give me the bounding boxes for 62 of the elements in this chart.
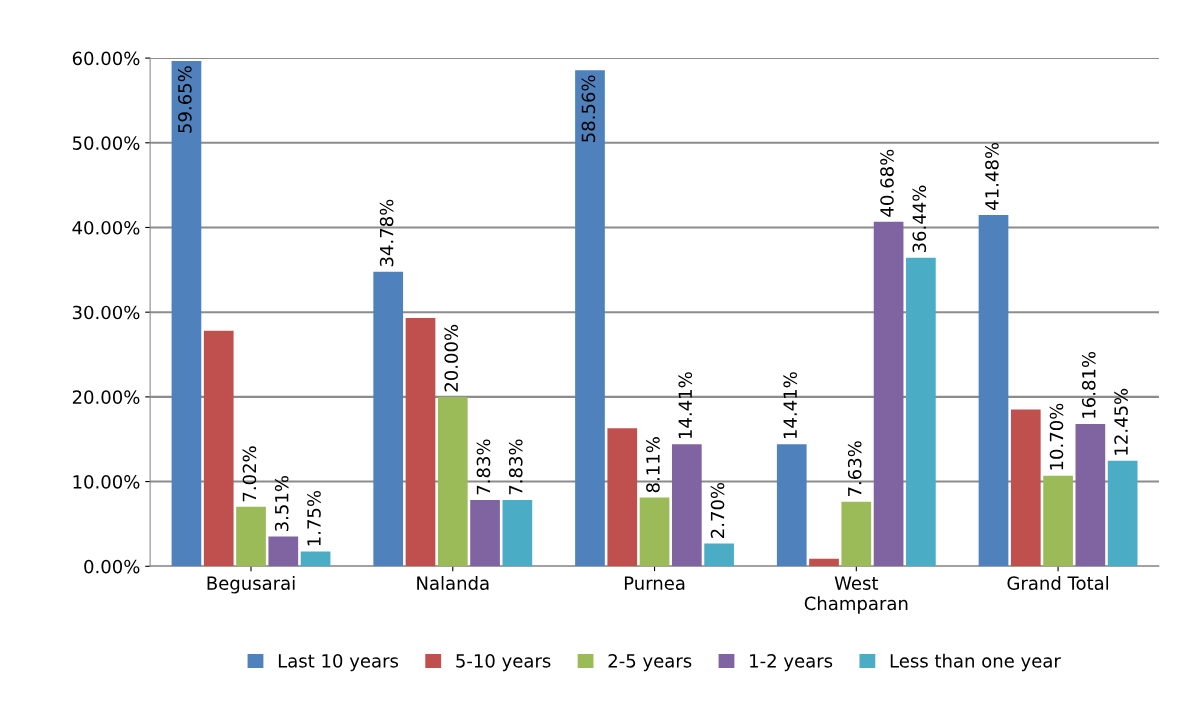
bar bbox=[300, 551, 331, 567]
data-label: 34.78% bbox=[379, 199, 394, 267]
bar bbox=[1107, 460, 1138, 567]
y-tick-label: 0.00% bbox=[84, 559, 140, 574]
data-label: 58.56% bbox=[581, 75, 596, 142]
bar bbox=[1010, 409, 1041, 567]
legend-label: 5-10 years bbox=[456, 654, 551, 672]
data-label: 59.65% bbox=[178, 66, 192, 133]
y-tick-label: 60.00% bbox=[72, 51, 140, 66]
data-label: 7.83% bbox=[476, 439, 491, 495]
bar bbox=[776, 444, 807, 567]
bar bbox=[906, 257, 936, 567]
data-label: 14.41% bbox=[783, 372, 797, 439]
y-tick-label: 50.00% bbox=[72, 136, 140, 150]
data-label: 20.00% bbox=[444, 324, 459, 392]
bar bbox=[470, 499, 500, 567]
data-label: 14.41% bbox=[678, 372, 693, 439]
x-tick-label: Begusarai bbox=[207, 576, 295, 594]
data-label: 7.63% bbox=[847, 441, 862, 497]
bar bbox=[841, 501, 872, 567]
y-tick-label: 20.00% bbox=[72, 390, 140, 404]
legend-label: 1-2 years bbox=[750, 654, 833, 672]
y-tick-label: 40.00% bbox=[72, 220, 140, 235]
bar bbox=[978, 214, 1009, 567]
x-tick-label: Grand Total bbox=[1007, 576, 1109, 590]
data-label: 16.81% bbox=[1081, 351, 1096, 418]
data-label: 7.83% bbox=[508, 439, 523, 495]
x-tick-label: West Champaran bbox=[804, 576, 908, 614]
data-label: 3.51% bbox=[274, 476, 289, 532]
bar bbox=[1043, 475, 1073, 567]
bar bbox=[704, 543, 734, 567]
bar bbox=[502, 499, 533, 567]
bar bbox=[671, 444, 702, 567]
data-label: 7.02% bbox=[242, 446, 257, 502]
y-tick-label: 10.00% bbox=[73, 475, 140, 489]
bar bbox=[873, 221, 904, 567]
bar bbox=[268, 536, 299, 567]
bar bbox=[639, 497, 670, 567]
bar bbox=[203, 330, 234, 567]
data-label: 36.44% bbox=[912, 185, 927, 253]
y-tick-label: 30.00% bbox=[72, 305, 140, 320]
data-label: 8.11% bbox=[646, 437, 660, 493]
data-label: 40.68% bbox=[880, 149, 894, 217]
bar bbox=[373, 271, 404, 567]
data-label: 12.45% bbox=[1114, 388, 1128, 455]
data-label: 41.48% bbox=[985, 142, 999, 210]
data-label: 10.70% bbox=[1049, 403, 1064, 470]
bar bbox=[236, 506, 266, 567]
legend-label: 2-5 years bbox=[608, 654, 692, 672]
bar bbox=[1075, 423, 1106, 567]
x-tick-label: Nalanda bbox=[417, 576, 489, 590]
legend-label: Less than one year bbox=[890, 653, 1061, 672]
bar bbox=[171, 61, 202, 567]
bar bbox=[575, 70, 605, 567]
data-label: 1.75% bbox=[307, 490, 321, 546]
bar bbox=[405, 318, 436, 567]
bar bbox=[809, 558, 839, 567]
data-label: 2.70% bbox=[710, 482, 725, 538]
bar bbox=[437, 396, 468, 567]
legend-label: Last 10 years bbox=[278, 654, 399, 672]
bar bbox=[607, 428, 638, 567]
x-tick-label: Purnea bbox=[624, 576, 685, 590]
